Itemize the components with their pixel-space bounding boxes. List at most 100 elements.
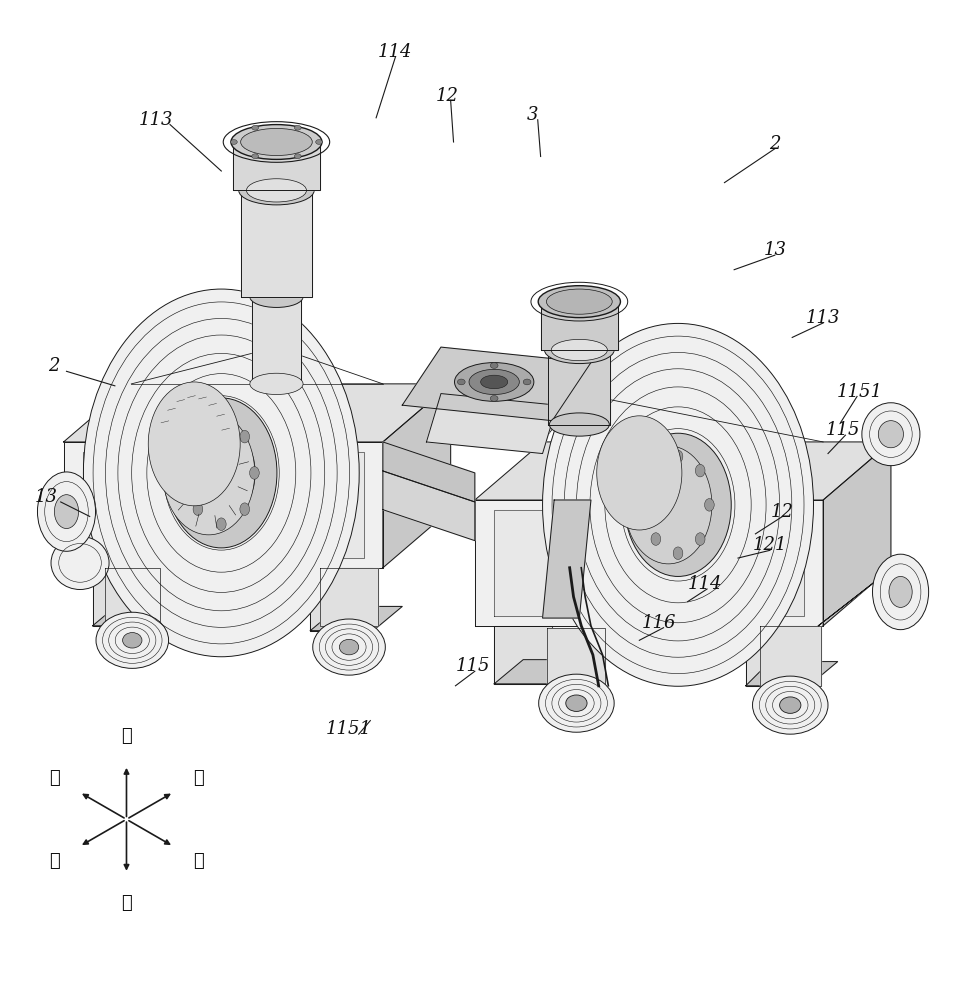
- Ellipse shape: [51, 536, 109, 590]
- Ellipse shape: [454, 363, 534, 401]
- Ellipse shape: [543, 323, 814, 686]
- Text: 13: 13: [764, 241, 786, 259]
- Polygon shape: [64, 442, 383, 568]
- Polygon shape: [252, 297, 300, 384]
- Ellipse shape: [238, 176, 314, 205]
- Ellipse shape: [566, 695, 587, 711]
- Ellipse shape: [549, 413, 610, 436]
- Ellipse shape: [123, 633, 142, 648]
- Text: 13: 13: [35, 488, 58, 506]
- Text: 2: 2: [48, 357, 60, 375]
- Ellipse shape: [538, 286, 620, 318]
- Text: 左: 左: [194, 852, 204, 870]
- Text: 115: 115: [455, 657, 490, 675]
- Ellipse shape: [878, 421, 903, 448]
- Ellipse shape: [250, 373, 303, 395]
- Ellipse shape: [240, 503, 250, 515]
- Ellipse shape: [780, 697, 801, 713]
- Ellipse shape: [240, 128, 312, 156]
- Ellipse shape: [83, 289, 359, 657]
- Ellipse shape: [252, 154, 259, 159]
- Polygon shape: [761, 626, 822, 686]
- Ellipse shape: [539, 674, 614, 732]
- Ellipse shape: [231, 140, 237, 144]
- Text: 121: 121: [753, 536, 787, 554]
- Polygon shape: [494, 510, 804, 616]
- Ellipse shape: [523, 379, 531, 385]
- Ellipse shape: [96, 612, 169, 668]
- Ellipse shape: [704, 499, 714, 511]
- Ellipse shape: [246, 179, 306, 202]
- Polygon shape: [383, 471, 475, 541]
- Ellipse shape: [547, 289, 612, 314]
- Text: 后: 后: [194, 769, 204, 787]
- Ellipse shape: [38, 472, 96, 551]
- Text: 116: 116: [641, 614, 676, 632]
- Text: 3: 3: [527, 106, 539, 124]
- Polygon shape: [93, 602, 179, 626]
- Ellipse shape: [696, 533, 705, 545]
- Ellipse shape: [696, 464, 705, 477]
- Polygon shape: [543, 500, 591, 618]
- Polygon shape: [320, 568, 378, 626]
- Ellipse shape: [54, 495, 78, 529]
- Ellipse shape: [490, 363, 498, 368]
- Polygon shape: [541, 302, 618, 350]
- Text: 114: 114: [378, 43, 413, 61]
- Ellipse shape: [166, 398, 277, 548]
- Ellipse shape: [316, 140, 323, 144]
- Text: 12: 12: [436, 87, 459, 105]
- Ellipse shape: [231, 125, 322, 159]
- Text: 1151: 1151: [326, 720, 372, 738]
- Polygon shape: [746, 662, 837, 686]
- Ellipse shape: [673, 450, 683, 463]
- Ellipse shape: [597, 416, 682, 530]
- Polygon shape: [93, 568, 150, 626]
- Text: 2: 2: [769, 135, 781, 153]
- Polygon shape: [106, 568, 160, 621]
- Polygon shape: [746, 626, 809, 686]
- Text: 114: 114: [688, 575, 722, 593]
- Ellipse shape: [651, 464, 661, 477]
- Ellipse shape: [295, 154, 301, 159]
- Polygon shape: [475, 442, 891, 500]
- Polygon shape: [819, 568, 892, 626]
- Ellipse shape: [641, 499, 651, 511]
- Polygon shape: [383, 442, 475, 502]
- Ellipse shape: [313, 619, 386, 675]
- Ellipse shape: [625, 433, 732, 576]
- Text: 113: 113: [139, 111, 172, 129]
- Ellipse shape: [481, 375, 508, 389]
- Ellipse shape: [625, 446, 712, 564]
- Text: 上: 上: [121, 727, 132, 745]
- Polygon shape: [494, 660, 581, 684]
- Polygon shape: [310, 606, 402, 631]
- Polygon shape: [402, 347, 591, 421]
- Polygon shape: [233, 142, 320, 190]
- Ellipse shape: [163, 411, 255, 535]
- Polygon shape: [547, 628, 606, 684]
- Polygon shape: [64, 384, 451, 442]
- Ellipse shape: [651, 533, 661, 545]
- Polygon shape: [494, 626, 552, 684]
- Polygon shape: [310, 568, 373, 631]
- Ellipse shape: [193, 503, 203, 515]
- Ellipse shape: [240, 430, 250, 443]
- Ellipse shape: [872, 554, 928, 630]
- Ellipse shape: [457, 379, 465, 385]
- Ellipse shape: [216, 415, 226, 428]
- Polygon shape: [240, 190, 312, 297]
- Ellipse shape: [645, 460, 711, 549]
- Polygon shape: [83, 452, 363, 558]
- Ellipse shape: [490, 395, 498, 401]
- Ellipse shape: [295, 125, 301, 130]
- Ellipse shape: [250, 286, 303, 307]
- Ellipse shape: [252, 125, 259, 130]
- Ellipse shape: [339, 639, 359, 655]
- Polygon shape: [475, 500, 823, 626]
- Ellipse shape: [753, 676, 828, 734]
- Ellipse shape: [545, 336, 614, 364]
- Text: 113: 113: [806, 309, 840, 327]
- Text: 115: 115: [826, 421, 860, 439]
- Ellipse shape: [216, 518, 226, 530]
